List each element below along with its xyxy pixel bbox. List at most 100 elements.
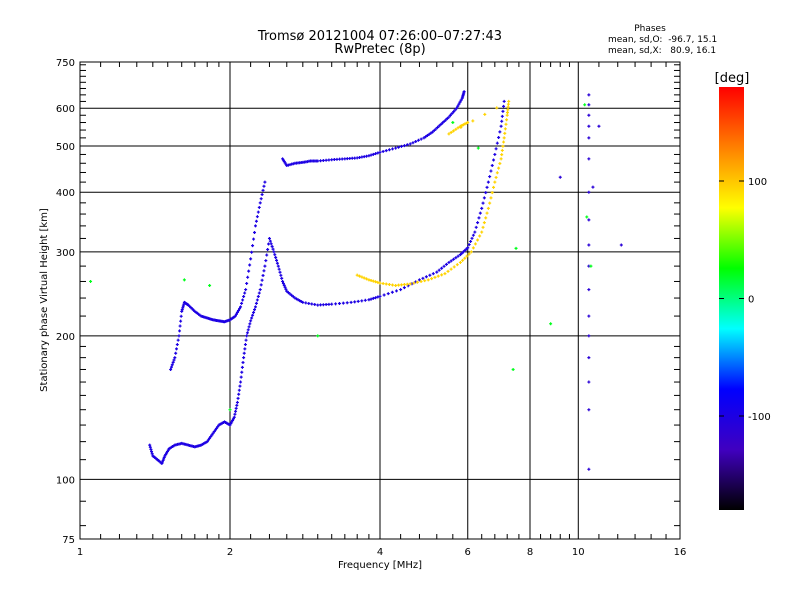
data-point (436, 125, 440, 129)
data-point (587, 136, 591, 140)
data-point (505, 118, 509, 122)
data-point (495, 106, 499, 110)
data-point (273, 253, 277, 257)
data-point (478, 234, 482, 238)
data-point (378, 294, 382, 298)
data-point (240, 370, 244, 374)
data-point (279, 273, 283, 277)
data-point (430, 277, 434, 281)
data-point (291, 295, 295, 299)
data-point (433, 275, 437, 279)
data-point (178, 329, 182, 333)
data-point (421, 276, 425, 280)
data-point (502, 136, 506, 140)
data-point (411, 141, 415, 145)
data-point (449, 267, 453, 271)
data-point (369, 297, 373, 301)
data-point (399, 288, 403, 292)
data-point (471, 246, 475, 250)
data-point (376, 151, 380, 155)
data-point (437, 124, 441, 128)
data-point (244, 338, 248, 342)
data-point (476, 146, 480, 150)
data-point (304, 301, 308, 305)
data-point (275, 261, 279, 265)
data-point (587, 288, 591, 292)
data-point (481, 225, 485, 229)
data-point (443, 272, 447, 276)
data-point (178, 324, 182, 328)
data-point (367, 154, 371, 158)
data-point (260, 193, 264, 197)
data-point (503, 127, 507, 131)
data-point (452, 129, 456, 133)
grid-layer (80, 62, 680, 539)
data-point (402, 144, 406, 148)
data-point (169, 365, 173, 369)
data-point (502, 99, 506, 103)
data-point (391, 283, 395, 287)
data-point (356, 299, 360, 303)
data-point (381, 149, 385, 153)
data-point (316, 334, 320, 338)
data-point (489, 196, 493, 200)
data-point (243, 291, 247, 295)
data-point (281, 279, 285, 283)
data-point (494, 175, 498, 179)
data-point (236, 309, 240, 313)
data-point (374, 296, 378, 300)
data-point (378, 150, 382, 154)
data-point (244, 288, 248, 292)
data-point (238, 307, 242, 311)
data-point (414, 140, 418, 144)
data-point (355, 273, 359, 277)
data-point (241, 298, 245, 302)
data-point (500, 114, 504, 118)
data-point (484, 216, 488, 220)
data-point (170, 363, 174, 367)
data-point (378, 281, 382, 285)
data-point (480, 230, 484, 234)
data-point (290, 293, 294, 297)
data-point (376, 295, 380, 299)
data-point (235, 310, 239, 314)
data-point (253, 305, 257, 309)
data-point (424, 275, 428, 279)
data-point (242, 294, 246, 298)
data-point (456, 254, 460, 258)
data-point (500, 153, 504, 157)
data-point (501, 144, 505, 148)
data-point (493, 180, 497, 184)
data-point (437, 268, 441, 272)
data-point (324, 158, 328, 162)
data-point (235, 403, 239, 407)
data-point (477, 216, 481, 220)
data-point (485, 185, 489, 189)
data-point (307, 301, 311, 305)
data-point (422, 136, 426, 140)
data-point (313, 303, 317, 307)
data-point (267, 236, 271, 240)
data-point (233, 314, 237, 318)
data-point (212, 430, 216, 434)
data-point (505, 110, 509, 114)
data-point (272, 250, 276, 254)
plot-frame (79, 61, 681, 540)
data-point (447, 115, 451, 119)
data-point (381, 282, 385, 286)
data-point (360, 275, 364, 279)
data-point (254, 301, 258, 305)
data-point (405, 143, 409, 147)
data-point (587, 380, 591, 384)
data-point (324, 303, 328, 307)
data-point (387, 148, 391, 152)
data-point (253, 224, 257, 228)
data-point (482, 196, 486, 200)
data-point (455, 106, 459, 110)
data-point (89, 279, 93, 283)
data-point (482, 221, 486, 225)
data-point (463, 256, 467, 260)
data-point (587, 157, 591, 161)
data-point (473, 242, 477, 246)
data-point (449, 130, 453, 134)
